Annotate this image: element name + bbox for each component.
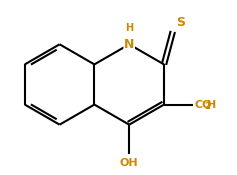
Text: OH: OH [120, 158, 138, 168]
Text: 2: 2 [204, 103, 210, 111]
Text: N: N [124, 38, 134, 51]
Text: H: H [207, 100, 217, 110]
Text: CO: CO [195, 100, 212, 110]
Text: H: H [125, 23, 133, 33]
Text: S: S [176, 16, 185, 29]
